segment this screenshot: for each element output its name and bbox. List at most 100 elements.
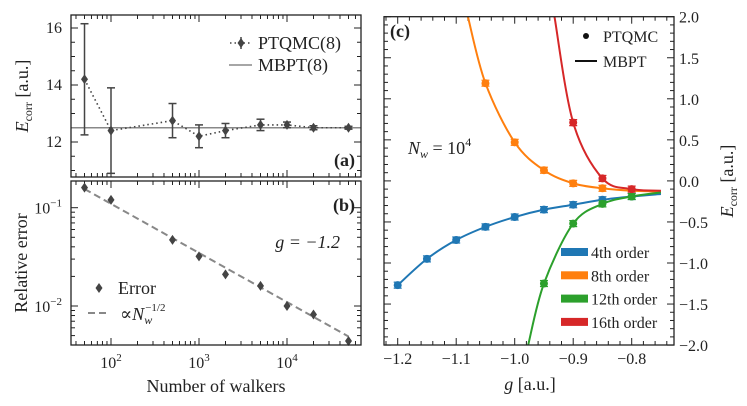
fit-line [84, 188, 349, 338]
ptqmc-point [539, 279, 548, 288]
x-tick-label: −1.1 [442, 351, 471, 368]
y-label-unit: [a.u.] [12, 60, 32, 102]
ptqmc-point [598, 174, 607, 183]
panel-b-legend: Error ∝Nw−1/2 [88, 278, 165, 327]
ptqmc-point [481, 79, 490, 88]
y-tick-label: 10−1 [34, 198, 62, 218]
ptqmc-point [598, 199, 607, 208]
tick-exponent: −2 [50, 296, 62, 308]
legend-swatch [561, 271, 588, 280]
panel-a: 12 14 16 Ecorr [a.u.] PTQMC(8)MBPT(8) (a) [12, 15, 361, 177]
ptqmc-point [422, 254, 431, 263]
legend-swatch [561, 248, 588, 256]
legend-error-marker [95, 283, 103, 293]
y-axis-label: Ecorr [a.u.] [12, 60, 35, 134]
series-12th-order [527, 191, 662, 345]
annotation-g-value: g = −1.2 [275, 232, 340, 252]
error-point [283, 301, 291, 311]
x-tick-label: 104 [276, 352, 298, 372]
ptqmc-point [569, 179, 578, 188]
y-tick-label: 0.5 [679, 133, 699, 150]
error-point [81, 182, 89, 193]
ptqmc-point [569, 200, 578, 209]
tick-exponent: −1 [50, 198, 62, 210]
error-point [345, 336, 353, 347]
tick-base: 10 [276, 355, 292, 372]
x-tick-label: −0.8 [617, 351, 646, 368]
x-label-unit: [a.u.] [513, 374, 555, 394]
ptqmc-point [539, 205, 548, 214]
ptqmc-point [481, 222, 490, 231]
y-tick-label: 16 [46, 20, 62, 37]
y-axis-label: Relative error [11, 213, 31, 312]
panel-c-style-legend: PTQMC MBPT [575, 29, 658, 71]
annotation-w: w [420, 147, 428, 161]
y-label-symbol: E [717, 206, 737, 218]
y-tick-label: 12 [46, 134, 62, 151]
legend-order-label: 4th order [591, 245, 650, 262]
legend-swatch [561, 294, 588, 303]
panel-a-frame [70, 14, 362, 178]
tick-base: 10 [34, 299, 50, 316]
ptqmc8-point [169, 115, 177, 126]
mbpt-curve [553, 16, 662, 192]
ptqmc-point [627, 192, 636, 201]
x-axis-label: Number of walkers [147, 376, 286, 396]
series-16th-order [553, 16, 662, 194]
ptqmc8-point [221, 125, 229, 136]
legend-ptqmc8-label: PTQMC(8) [258, 33, 341, 54]
ptqmc8-point [81, 74, 89, 85]
y-tick-label: 1.0 [679, 92, 699, 109]
panel-b-frame [70, 180, 362, 346]
legend-swatch [561, 317, 588, 326]
legend-ptqmc-marker [583, 33, 589, 39]
panel-c: −1.2 −1.1 −1.0 −0.9 −0.8 2.0 1.5 1.0 0.5 0.0 −0.5 −… [383, 10, 740, 394]
panel-c-ticks [384, 16, 674, 346]
y-tick-label: 1.5 [679, 51, 699, 68]
error-point [169, 234, 177, 245]
error-point [309, 309, 317, 320]
error-point [107, 194, 115, 205]
ptqmc-point [569, 118, 578, 127]
ptqmc-point [510, 213, 519, 222]
panel-label-a: (a) [334, 150, 355, 171]
panel-label-b: (b) [333, 195, 355, 216]
legend-mbpt8-label: MBPT(8) [258, 55, 328, 76]
panel-c-frame [383, 16, 675, 346]
fit-label-main: ∝N [120, 304, 145, 324]
y-tick-label: −1.0 [679, 256, 708, 273]
legend-ptqmc-label: PTQMC [603, 29, 658, 46]
legend-ptqmc8-marker [237, 38, 245, 48]
ptqmc8-point [107, 125, 115, 136]
y-label-symbol: E [12, 121, 32, 133]
ptqmc8-point [309, 122, 317, 133]
x-label-symbol: g [504, 374, 513, 394]
y-tick-label: 10−2 [34, 296, 62, 316]
y-label-subscript: corr [726, 187, 740, 206]
x-tick-label: −1.0 [500, 351, 529, 368]
mbpt-curve [397, 193, 662, 286]
ptqmc-point [627, 185, 636, 194]
legend-order-label: 12th order [591, 292, 658, 309]
y-axis-label: Ecorr [a.u.] [717, 145, 740, 219]
y-tick-label: −0.5 [679, 215, 708, 232]
ptqmc-point [539, 166, 548, 175]
legend-order-label: 8th order [591, 268, 650, 285]
tick-exponent: 2 [116, 352, 122, 364]
legend-mbpt-label: MBPT [603, 54, 647, 71]
y-tick-label: 14 [46, 77, 62, 94]
ptqmc8-point [345, 122, 353, 133]
legend-fit-label: ∝Nw−1/2 [120, 302, 165, 327]
tick-base: 10 [188, 355, 204, 372]
ptqmc8-point [283, 119, 291, 130]
x-tick-label: −0.9 [559, 351, 588, 368]
x-tick-label: −1.2 [383, 351, 412, 368]
x-tick-label: 103 [188, 352, 210, 372]
legend-order-label: 16th order [591, 315, 658, 332]
error-point [195, 251, 203, 262]
fit-label-sub: w [144, 313, 152, 327]
panel-label-c: (c) [390, 21, 410, 42]
annotation-walkers: Nw = 104 [407, 135, 471, 161]
